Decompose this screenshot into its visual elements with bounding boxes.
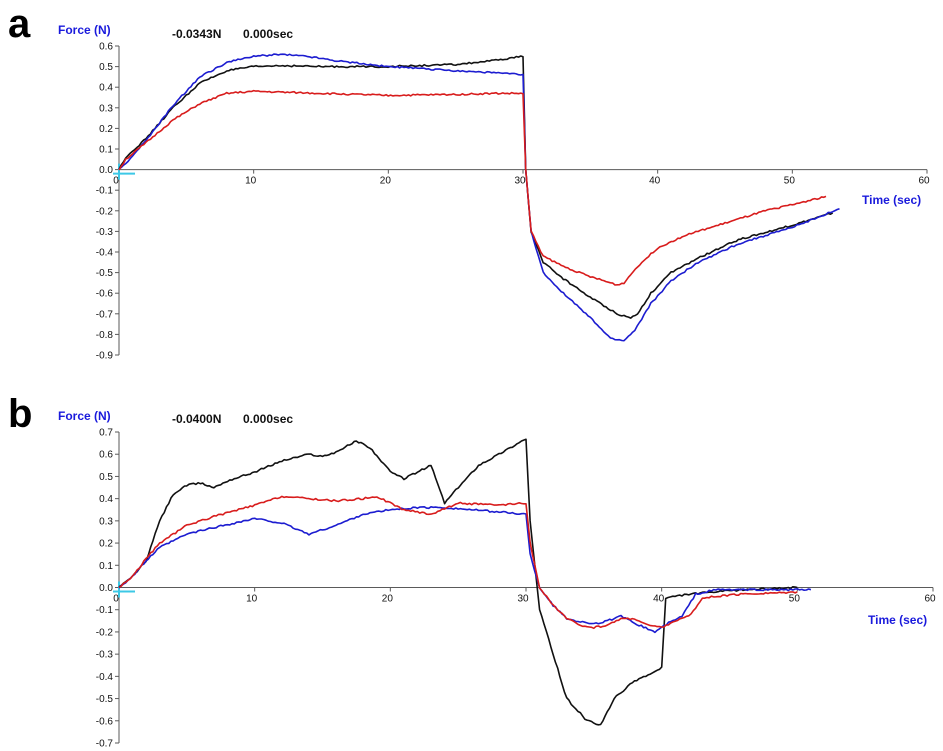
x-tick-label: 20 [380, 176, 392, 187]
series-line-black [118, 55, 834, 319]
readout-force: -0.0400N [172, 412, 221, 426]
x-tick-label: 30 [514, 176, 526, 187]
chart-panel-a: Force (N) -0.0343N 0.000sec Time (sec) 0… [58, 23, 930, 362]
y-tick-label: 0.7 [99, 428, 113, 439]
x-tick-label: 10 [245, 176, 257, 187]
y-tick-label: -0.2 [96, 627, 114, 638]
series-line-blue [118, 505, 812, 634]
x-axis-label: Time (sec) [862, 193, 921, 207]
series-line-red [118, 89, 827, 286]
y-tick-label: -0.1 [96, 186, 114, 197]
x-tick-label: 40 [649, 176, 661, 187]
y-tick-label: -0.4 [96, 248, 114, 259]
y-tick-label: -0.4 [96, 672, 114, 683]
y-tick-label: 0.4 [99, 494, 113, 505]
series-line-blue [118, 53, 840, 342]
y-tick-label: -0.2 [96, 206, 114, 217]
chart-panel-b: Force (N) -0.0400N 0.000sec Time (sec) 0… [58, 409, 936, 750]
y-tick-label: -0.6 [96, 716, 114, 727]
series-line-black [118, 438, 798, 726]
y-axis-label: Force (N) [58, 23, 111, 37]
y-axis-label: Force (N) [58, 409, 111, 423]
series-line-red [118, 495, 798, 630]
x-tick-label: 10 [246, 594, 258, 605]
y-tick-label: -0.8 [96, 330, 114, 341]
x-axis-label: Time (sec) [868, 613, 927, 627]
y-tick-label: 0.0 [99, 583, 113, 594]
y-tick-label: 0.1 [99, 561, 113, 572]
y-tick-label: -0.9 [96, 351, 114, 362]
y-tick-label: 0.3 [99, 516, 113, 527]
panel-letter-a: a [8, 2, 31, 46]
y-tick-label: 0.2 [99, 539, 113, 550]
x-tick-label: 0 [113, 594, 119, 605]
y-tick-label: -0.3 [96, 227, 114, 238]
x-tick-label: 60 [924, 594, 936, 605]
y-tick-label: 0.6 [99, 450, 113, 461]
y-tick-label: -0.5 [96, 268, 114, 279]
x-tick-label: 50 [789, 594, 801, 605]
y-tick-label: 0.5 [99, 472, 113, 483]
readout-force: -0.0343N [172, 27, 221, 41]
y-tick-label: -0.1 [96, 605, 114, 616]
y-tick-label: 0.2 [99, 124, 113, 135]
y-tick-label: -0.6 [96, 289, 114, 300]
y-tick-label: 0.6 [99, 42, 113, 53]
y-tick-label: -0.7 [96, 309, 114, 320]
y-tick-label: -0.7 [96, 739, 114, 750]
readout-time: 0.000sec [243, 27, 293, 41]
x-tick-label: 40 [653, 594, 665, 605]
y-tick-label: 0.5 [99, 62, 113, 73]
x-tick-label: 30 [517, 594, 529, 605]
x-tick-label: 50 [784, 176, 796, 187]
y-tick-label: 0.0 [99, 165, 113, 176]
y-tick-label: 0.4 [99, 83, 113, 94]
x-tick-label: 0 [113, 176, 119, 187]
x-tick-label: 20 [382, 594, 394, 605]
x-tick-label: 60 [918, 176, 930, 187]
y-tick-label: 0.1 [99, 145, 113, 156]
y-tick-label: -0.3 [96, 650, 114, 661]
panel-letter-b: b [8, 392, 33, 436]
y-tick-label: -0.5 [96, 694, 114, 705]
y-tick-label: 0.3 [99, 103, 113, 114]
readout-time: 0.000sec [243, 412, 293, 426]
